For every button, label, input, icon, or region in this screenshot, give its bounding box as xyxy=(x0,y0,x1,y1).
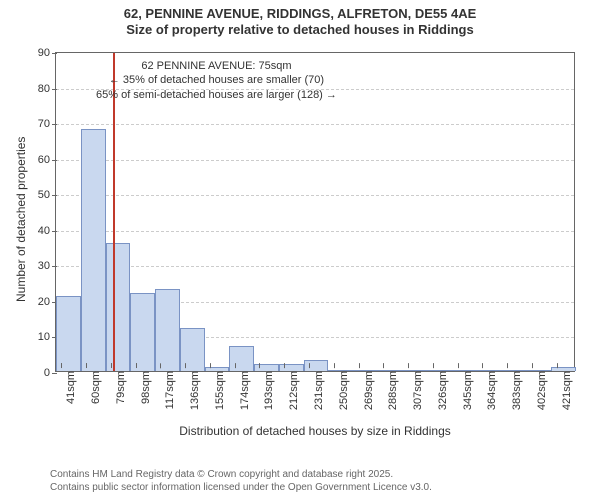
plot-region: 010203040506070809041sqm60sqm79sqm98sqm1… xyxy=(55,52,575,372)
y-tick-label: 50 xyxy=(38,189,56,201)
x-tick-label: 421sqm xyxy=(555,371,573,410)
gridline-h xyxy=(56,266,574,267)
attribution-line-1: Contains HM Land Registry data © Crown c… xyxy=(50,468,432,481)
gridline-h xyxy=(56,160,574,161)
attribution-line-2: Contains public sector information licen… xyxy=(50,481,432,494)
histogram-bar xyxy=(180,328,205,371)
chart-area: 0 10 20 30 40 50 60 70 80 90 41sqm 60sqm 79sqm 98sqm 1… xyxy=(0,44,600,444)
y-tick-label: 20 xyxy=(38,296,56,308)
x-tick-label: 402sqm xyxy=(530,371,548,410)
y-tick-label: 90 xyxy=(38,47,56,59)
chart-title: 62, PENNINE AVENUE, RIDDINGS, ALFRETON, … xyxy=(0,0,600,39)
callout-line-2: ← 35% of detached houses are smaller (70… xyxy=(96,73,337,87)
x-tick-label: 98sqm xyxy=(134,371,152,404)
marker-callout: 62 PENNINE AVENUE: 75sqm ← 35% of detach… xyxy=(96,59,337,102)
x-tick-label: 60sqm xyxy=(84,371,102,404)
histogram-bar xyxy=(279,364,304,371)
gridline-h xyxy=(56,231,574,232)
y-tick-label: 30 xyxy=(38,260,56,272)
attribution: Contains HM Land Registry data © Crown c… xyxy=(50,468,432,494)
x-tick-label: 117sqm xyxy=(158,371,176,409)
title-line-1: 62, PENNINE AVENUE, RIDDINGS, ALFRETON, … xyxy=(0,6,600,22)
x-tick-label: 250sqm xyxy=(332,371,350,410)
x-tick-label: 364sqm xyxy=(480,371,498,410)
y-axis-label: Number of detached properties xyxy=(14,137,28,302)
histogram-bar xyxy=(130,293,155,371)
histogram-bar xyxy=(56,296,81,371)
x-tick-label: 41sqm xyxy=(59,371,77,404)
x-tick-label: 269sqm xyxy=(357,371,375,410)
y-tick-label: 70 xyxy=(38,118,56,130)
histogram-bar xyxy=(155,289,180,371)
x-tick-label: 155sqm xyxy=(208,371,226,410)
x-axis-label: Distribution of detached houses by size … xyxy=(55,424,575,438)
y-tick-label: 80 xyxy=(38,83,56,95)
gridline-h xyxy=(56,124,574,125)
x-tick-label: 326sqm xyxy=(431,371,449,410)
x-tick-label: 193sqm xyxy=(257,371,275,410)
x-tick-label: 345sqm xyxy=(456,371,474,410)
histogram-bar xyxy=(81,129,106,371)
y-tick-label: 40 xyxy=(38,225,56,237)
gridline-h xyxy=(56,195,574,196)
histogram-bar xyxy=(254,364,279,371)
histogram-bar xyxy=(304,360,329,371)
callout-line-1: 62 PENNINE AVENUE: 75sqm xyxy=(96,59,337,73)
x-tick-label: 383sqm xyxy=(505,371,523,410)
x-tick-label: 136sqm xyxy=(183,371,201,410)
histogram-bar xyxy=(106,243,131,371)
x-tick-label: 288sqm xyxy=(381,371,399,410)
x-tick-label: 79sqm xyxy=(109,371,127,404)
x-tick-label: 307sqm xyxy=(406,371,424,410)
callout-line-3: 65% of semi-detached houses are larger (… xyxy=(96,88,337,102)
y-tick-label: 10 xyxy=(38,331,56,343)
x-tick-label: 174sqm xyxy=(233,371,251,410)
histogram-bar xyxy=(229,346,254,371)
title-line-2: Size of property relative to detached ho… xyxy=(0,22,600,38)
x-tick-label: 231sqm xyxy=(307,371,325,410)
x-tick-label: 212sqm xyxy=(282,371,300,410)
y-tick-label: 0 xyxy=(44,367,56,379)
y-tick-label: 60 xyxy=(38,154,56,166)
